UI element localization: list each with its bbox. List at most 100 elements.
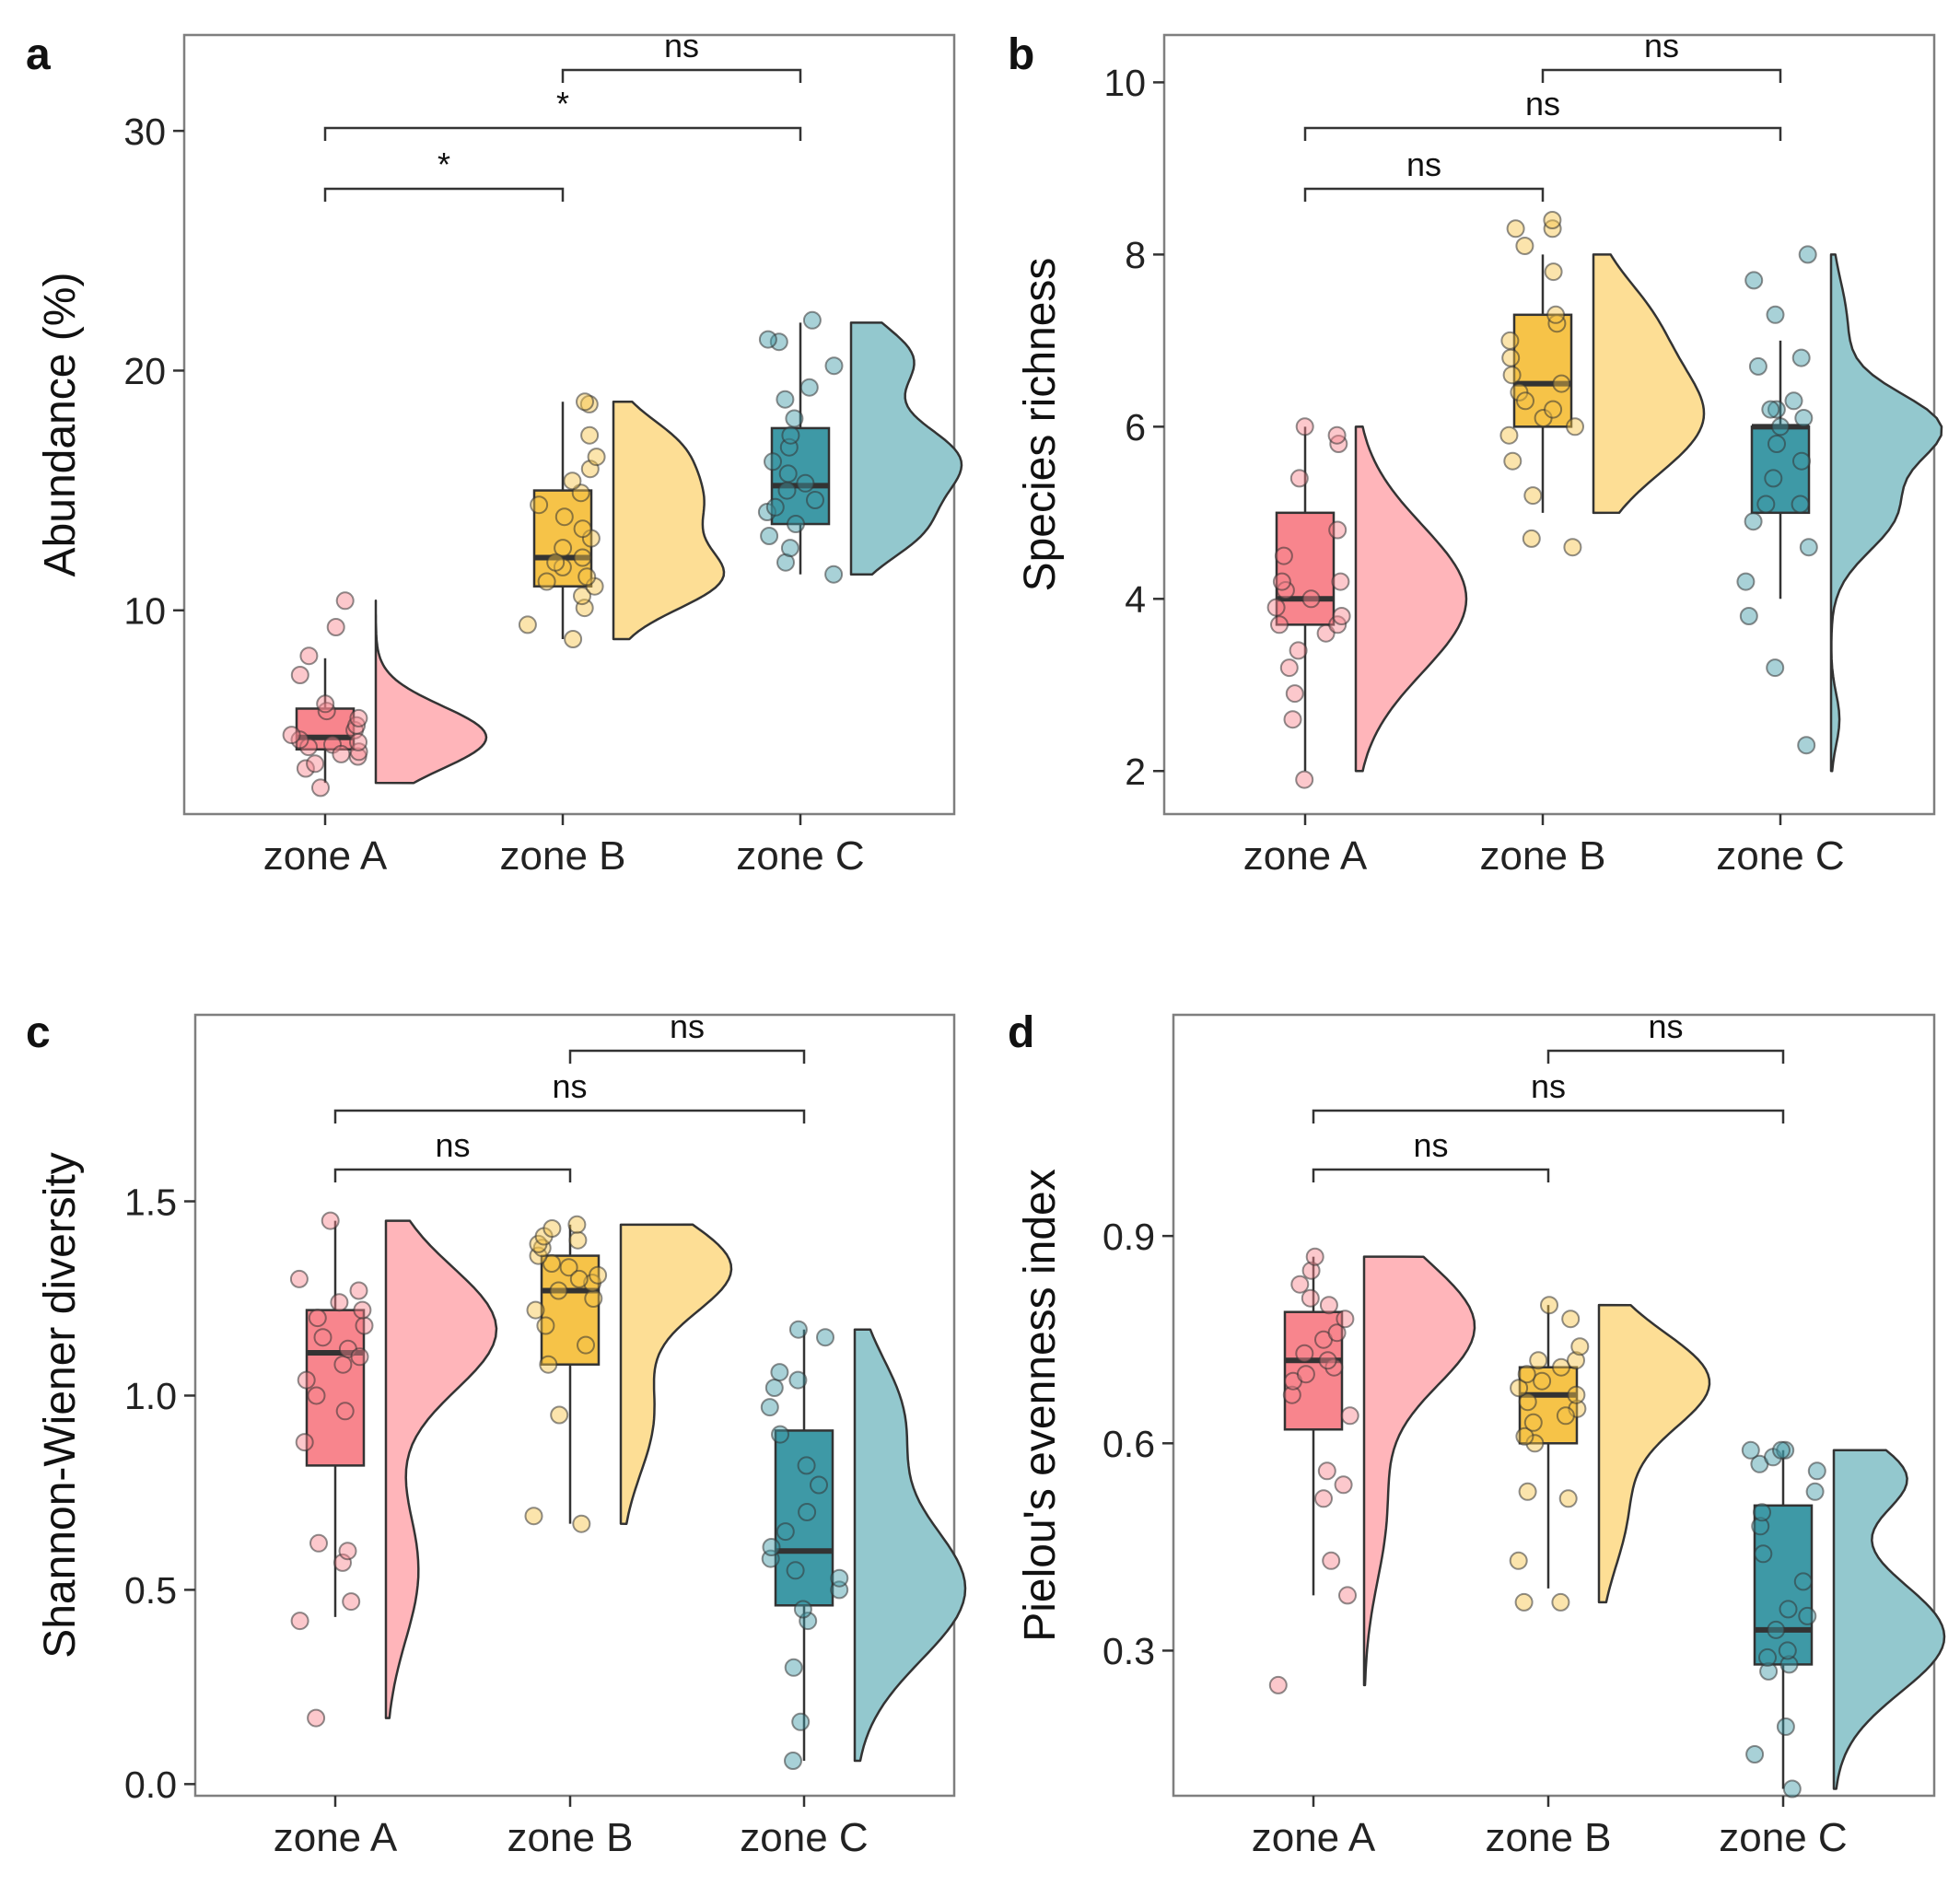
data-point bbox=[349, 732, 368, 751]
x-tick-label: zone B bbox=[500, 833, 626, 879]
y-tick-label: 1.5 bbox=[124, 1181, 177, 1223]
data-point bbox=[536, 1316, 555, 1335]
panel-frame bbox=[182, 33, 956, 816]
data-point bbox=[1272, 572, 1291, 591]
data-point bbox=[335, 1402, 355, 1421]
significance-label: ns bbox=[1413, 1126, 1448, 1164]
significance-bracket bbox=[1312, 1109, 1785, 1123]
data-point bbox=[764, 1379, 784, 1397]
data-point bbox=[313, 1328, 332, 1347]
data-point bbox=[1515, 1426, 1534, 1446]
violin-density bbox=[612, 401, 726, 641]
x-tick-label: zone A bbox=[1243, 833, 1368, 879]
significance-label: ns bbox=[435, 1126, 470, 1164]
significance-bracket bbox=[1546, 1049, 1785, 1064]
data-point bbox=[342, 1592, 361, 1612]
data-point bbox=[762, 1538, 781, 1556]
violin-density bbox=[1362, 1255, 1476, 1687]
data-point bbox=[554, 507, 574, 527]
data-point bbox=[796, 473, 815, 493]
data-point bbox=[1295, 1344, 1314, 1363]
panel-letter: a bbox=[26, 30, 51, 79]
data-point bbox=[1327, 1323, 1347, 1343]
data-point bbox=[355, 1316, 374, 1335]
data-point bbox=[1797, 736, 1816, 755]
data-point bbox=[349, 742, 368, 762]
data-point bbox=[1319, 1296, 1338, 1315]
data-point bbox=[1744, 512, 1763, 531]
x-tick-label: zone C bbox=[1716, 833, 1844, 879]
data-point bbox=[1744, 271, 1764, 290]
data-point bbox=[335, 591, 355, 611]
data-point bbox=[1328, 615, 1348, 634]
data-point bbox=[537, 572, 556, 591]
violin-density bbox=[619, 1223, 733, 1525]
data-point bbox=[1318, 1351, 1337, 1370]
data-point bbox=[1776, 1717, 1795, 1736]
data-point bbox=[764, 452, 782, 472]
data-point bbox=[1754, 1544, 1773, 1564]
data-point bbox=[1523, 1413, 1543, 1432]
data-point bbox=[1274, 546, 1293, 565]
panel-d: d Pielou's evenness index 0.3 0.6 0.9 zone A z… bbox=[1008, 1007, 1946, 1860]
data-point bbox=[308, 1309, 327, 1328]
data-point bbox=[799, 378, 819, 397]
y-tick-label: 2 bbox=[1125, 751, 1146, 793]
data-point bbox=[1500, 331, 1520, 350]
x-tick-label: zone B bbox=[1486, 1815, 1612, 1860]
data-point bbox=[1807, 1461, 1826, 1481]
data-point bbox=[1567, 1385, 1586, 1404]
data-point bbox=[1779, 1600, 1798, 1619]
data-point bbox=[1799, 538, 1818, 557]
data-point bbox=[1332, 607, 1351, 625]
violin-density bbox=[1832, 1449, 1946, 1790]
data-point bbox=[332, 744, 351, 763]
data-point bbox=[1782, 1779, 1802, 1799]
data-point bbox=[350, 1347, 369, 1367]
data-point bbox=[518, 615, 537, 634]
data-point bbox=[1767, 400, 1786, 419]
box bbox=[1753, 1504, 1814, 1666]
data-point bbox=[1556, 1406, 1575, 1426]
data-point bbox=[584, 1289, 603, 1308]
group-zone-c bbox=[1736, 245, 1943, 773]
data-point bbox=[289, 1269, 309, 1288]
data-point bbox=[1529, 1351, 1548, 1370]
y-tick-label: 0.0 bbox=[124, 1764, 177, 1806]
y-tick-label: 0.3 bbox=[1102, 1630, 1155, 1672]
x-tick-label: zone B bbox=[508, 1815, 634, 1860]
data-point bbox=[1338, 1586, 1357, 1605]
violin-density bbox=[849, 321, 963, 576]
group-zone-b bbox=[524, 1215, 733, 1533]
data-point bbox=[1282, 1385, 1301, 1404]
data-point bbox=[1515, 237, 1534, 255]
data-point bbox=[573, 548, 592, 567]
data-point bbox=[338, 1542, 357, 1561]
data-point bbox=[576, 392, 594, 412]
group-zone-c bbox=[757, 310, 963, 584]
data-point bbox=[1285, 684, 1304, 704]
data-point bbox=[824, 565, 844, 584]
significance-bracket bbox=[323, 187, 565, 202]
data-point bbox=[568, 1230, 588, 1250]
data-point bbox=[784, 1658, 803, 1677]
data-point bbox=[1558, 1489, 1578, 1508]
data-point bbox=[1518, 1392, 1537, 1412]
y-tick-label: 20 bbox=[123, 350, 166, 392]
data-point bbox=[1301, 1261, 1321, 1280]
data-point bbox=[1525, 1434, 1545, 1453]
data-point bbox=[1279, 658, 1299, 678]
y-tick-label: 30 bbox=[123, 111, 166, 153]
y-tick-label: 0.6 bbox=[1102, 1423, 1155, 1465]
panel-b: b Species richness 2 4 6 8 10 zone A zone B zone … bbox=[1008, 27, 1943, 879]
data-point bbox=[816, 1328, 834, 1347]
data-point bbox=[309, 1533, 328, 1553]
significance-label: ns bbox=[1525, 85, 1560, 122]
data-point bbox=[1295, 770, 1314, 789]
group-zone-b bbox=[1499, 211, 1706, 557]
data-point bbox=[1771, 417, 1790, 437]
box bbox=[774, 1429, 834, 1607]
data-point bbox=[1756, 495, 1776, 514]
data-point bbox=[306, 754, 325, 774]
significance-bracket bbox=[333, 1109, 806, 1123]
